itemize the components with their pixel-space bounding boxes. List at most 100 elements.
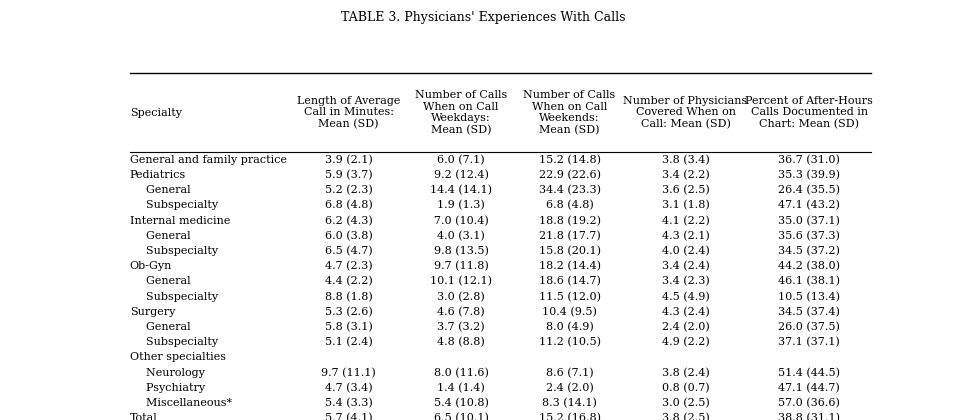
- Text: Subspecialty: Subspecialty: [139, 246, 218, 256]
- Text: Subspecialty: Subspecialty: [139, 200, 218, 210]
- Text: 14.4 (14.1): 14.4 (14.1): [430, 185, 492, 195]
- Text: 34.5 (37.4): 34.5 (37.4): [779, 307, 840, 317]
- Text: 36.7 (31.0): 36.7 (31.0): [779, 155, 840, 165]
- Text: 57.0 (36.6): 57.0 (36.6): [779, 398, 840, 408]
- Text: 15.8 (20.1): 15.8 (20.1): [539, 246, 601, 256]
- Text: 3.0 (2.5): 3.0 (2.5): [662, 398, 709, 408]
- Text: 6.2 (4.3): 6.2 (4.3): [325, 215, 373, 226]
- Text: 35.0 (37.1): 35.0 (37.1): [779, 215, 840, 226]
- Text: 6.8 (4.8): 6.8 (4.8): [546, 200, 593, 210]
- Text: 4.0 (2.4): 4.0 (2.4): [662, 246, 709, 256]
- Text: 11.5 (12.0): 11.5 (12.0): [539, 291, 601, 302]
- Text: Specialty: Specialty: [129, 108, 182, 118]
- Text: TABLE 3. Physicians' Experiences With Calls: TABLE 3. Physicians' Experiences With Ca…: [341, 10, 625, 24]
- Text: 5.7 (4.1): 5.7 (4.1): [325, 413, 373, 420]
- Text: General and family practice: General and family practice: [129, 155, 287, 165]
- Text: 3.0 (2.8): 3.0 (2.8): [438, 291, 485, 302]
- Text: Number of Physicians
Covered When on
Call: Mean (SD): Number of Physicians Covered When on Cal…: [623, 96, 748, 129]
- Text: 3.8 (2.4): 3.8 (2.4): [662, 368, 709, 378]
- Text: 2.4 (2.0): 2.4 (2.0): [546, 383, 593, 393]
- Text: 44.2 (38.0): 44.2 (38.0): [779, 261, 840, 271]
- Text: 35.3 (39.9): 35.3 (39.9): [779, 170, 840, 180]
- Text: 47.1 (44.7): 47.1 (44.7): [779, 383, 840, 393]
- Text: 8.0 (4.9): 8.0 (4.9): [546, 322, 593, 332]
- Text: 9.7 (11.8): 9.7 (11.8): [434, 261, 489, 271]
- Text: General: General: [139, 231, 191, 241]
- Text: 9.2 (12.4): 9.2 (12.4): [434, 170, 489, 180]
- Text: 51.4 (44.5): 51.4 (44.5): [779, 368, 840, 378]
- Text: 3.4 (2.3): 3.4 (2.3): [662, 276, 709, 286]
- Text: 4.6 (7.8): 4.6 (7.8): [438, 307, 485, 317]
- Text: 4.0 (3.1): 4.0 (3.1): [438, 231, 485, 241]
- Text: 5.2 (2.3): 5.2 (2.3): [325, 185, 373, 195]
- Text: 18.6 (14.7): 18.6 (14.7): [539, 276, 601, 286]
- Text: 3.6 (2.5): 3.6 (2.5): [662, 185, 709, 195]
- Text: 1.4 (1.4): 1.4 (1.4): [438, 383, 485, 393]
- Text: 3.1 (1.8): 3.1 (1.8): [662, 200, 709, 210]
- Text: 22.9 (22.6): 22.9 (22.6): [539, 170, 601, 180]
- Text: General: General: [139, 185, 191, 195]
- Text: Total: Total: [129, 413, 157, 420]
- Text: 37.1 (37.1): 37.1 (37.1): [779, 337, 840, 347]
- Text: 8.0 (11.6): 8.0 (11.6): [434, 368, 489, 378]
- Text: 9.7 (11.1): 9.7 (11.1): [322, 368, 376, 378]
- Text: 8.6 (7.1): 8.6 (7.1): [546, 368, 593, 378]
- Text: 18.2 (14.4): 18.2 (14.4): [539, 261, 601, 271]
- Text: 1.9 (1.3): 1.9 (1.3): [438, 200, 485, 210]
- Text: Length of Average
Call in Minutes:
Mean (SD): Length of Average Call in Minutes: Mean …: [297, 96, 400, 129]
- Text: 5.4 (3.3): 5.4 (3.3): [325, 398, 373, 408]
- Text: 6.5 (4.7): 6.5 (4.7): [325, 246, 373, 256]
- Text: 26.0 (37.5): 26.0 (37.5): [779, 322, 840, 332]
- Text: General: General: [139, 276, 191, 286]
- Text: 4.3 (2.4): 4.3 (2.4): [662, 307, 709, 317]
- Text: 2.4 (2.0): 2.4 (2.0): [662, 322, 709, 332]
- Text: 4.1 (2.2): 4.1 (2.2): [662, 215, 709, 226]
- Text: 6.5 (10.1): 6.5 (10.1): [434, 413, 489, 420]
- Text: 35.6 (37.3): 35.6 (37.3): [779, 231, 840, 241]
- Text: 47.1 (43.2): 47.1 (43.2): [779, 200, 840, 210]
- Text: 5.4 (10.8): 5.4 (10.8): [434, 398, 489, 408]
- Text: 6.0 (3.8): 6.0 (3.8): [325, 231, 373, 241]
- Text: Subspecialty: Subspecialty: [139, 291, 218, 302]
- Text: 46.1 (38.1): 46.1 (38.1): [779, 276, 840, 286]
- Text: 4.8 (8.8): 4.8 (8.8): [438, 337, 485, 347]
- Text: 6.8 (4.8): 6.8 (4.8): [325, 200, 373, 210]
- Text: Ob-Gyn: Ob-Gyn: [129, 261, 172, 271]
- Text: 18.8 (19.2): 18.8 (19.2): [539, 215, 601, 226]
- Text: Pediatrics: Pediatrics: [129, 170, 186, 180]
- Text: 3.8 (2.5): 3.8 (2.5): [662, 413, 709, 420]
- Text: 7.0 (10.4): 7.0 (10.4): [434, 215, 489, 226]
- Text: Neurology: Neurology: [139, 368, 206, 378]
- Text: 34.5 (37.2): 34.5 (37.2): [779, 246, 840, 256]
- Text: Subspecialty: Subspecialty: [139, 337, 218, 347]
- Text: 4.9 (2.2): 4.9 (2.2): [662, 337, 709, 347]
- Text: 3.9 (2.1): 3.9 (2.1): [325, 155, 373, 165]
- Text: 15.2 (16.8): 15.2 (16.8): [539, 413, 601, 420]
- Text: 9.8 (13.5): 9.8 (13.5): [434, 246, 489, 256]
- Text: 8.3 (14.1): 8.3 (14.1): [542, 398, 597, 408]
- Text: 3.4 (2.4): 3.4 (2.4): [662, 261, 709, 271]
- Text: Miscellaneous*: Miscellaneous*: [139, 398, 233, 408]
- Text: Percent of After-Hours
Calls Documented in
Chart: Mean (SD): Percent of After-Hours Calls Documented …: [745, 96, 873, 129]
- Text: 3.4 (2.2): 3.4 (2.2): [662, 170, 709, 180]
- Text: 4.4 (2.2): 4.4 (2.2): [325, 276, 373, 286]
- Text: General: General: [139, 322, 191, 332]
- Text: 26.4 (35.5): 26.4 (35.5): [779, 185, 840, 195]
- Text: 5.9 (3.7): 5.9 (3.7): [325, 170, 373, 180]
- Text: Number of Calls
When on Call
Weekdays:
Mean (SD): Number of Calls When on Call Weekdays: M…: [414, 90, 507, 135]
- Text: Internal medicine: Internal medicine: [129, 216, 230, 226]
- Text: 21.8 (17.7): 21.8 (17.7): [539, 231, 601, 241]
- Text: 4.7 (3.4): 4.7 (3.4): [325, 383, 373, 393]
- Text: 3.8 (3.4): 3.8 (3.4): [662, 155, 709, 165]
- Text: 5.8 (3.1): 5.8 (3.1): [325, 322, 373, 332]
- Text: 10.1 (12.1): 10.1 (12.1): [430, 276, 492, 286]
- Text: 4.7 (2.3): 4.7 (2.3): [325, 261, 373, 271]
- Text: 6.0 (7.1): 6.0 (7.1): [438, 155, 485, 165]
- Text: 11.2 (10.5): 11.2 (10.5): [539, 337, 601, 347]
- Text: Other specialties: Other specialties: [129, 352, 226, 362]
- Text: 3.7 (3.2): 3.7 (3.2): [438, 322, 485, 332]
- Text: 5.3 (2.6): 5.3 (2.6): [325, 307, 373, 317]
- Text: 38.8 (31.1): 38.8 (31.1): [779, 413, 840, 420]
- Text: Surgery: Surgery: [129, 307, 175, 317]
- Text: 10.5 (13.4): 10.5 (13.4): [779, 291, 840, 302]
